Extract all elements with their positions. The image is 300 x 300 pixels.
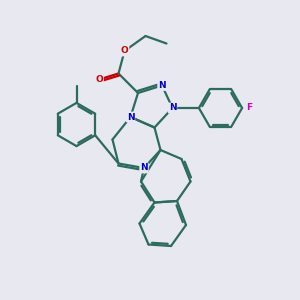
Text: O: O bbox=[121, 46, 128, 56]
Text: F: F bbox=[247, 103, 253, 112]
Text: N: N bbox=[140, 164, 148, 172]
Text: O: O bbox=[95, 75, 103, 84]
Text: N: N bbox=[158, 81, 166, 90]
Text: N: N bbox=[127, 112, 134, 122]
Text: N: N bbox=[169, 103, 176, 112]
